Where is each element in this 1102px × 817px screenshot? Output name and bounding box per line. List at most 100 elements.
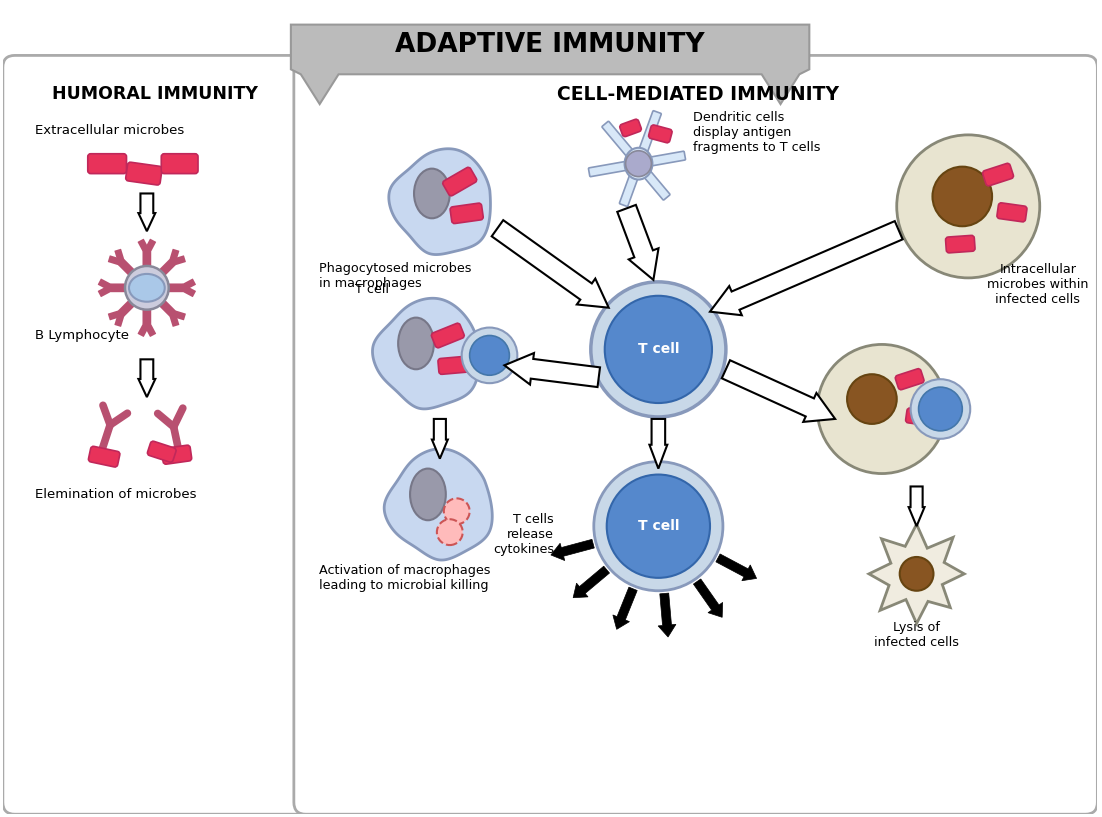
FancyBboxPatch shape [437,356,469,374]
FancyBboxPatch shape [619,162,642,207]
Text: Lysis of
infected cells: Lysis of infected cells [874,622,959,650]
Polygon shape [372,298,479,408]
FancyBboxPatch shape [169,249,180,264]
Polygon shape [139,194,155,231]
FancyBboxPatch shape [635,111,661,166]
FancyBboxPatch shape [110,283,148,292]
Circle shape [910,379,970,439]
FancyBboxPatch shape [895,368,923,390]
Polygon shape [139,359,155,397]
Polygon shape [649,419,668,469]
FancyBboxPatch shape [649,125,672,143]
FancyBboxPatch shape [161,154,198,173]
FancyBboxPatch shape [118,259,150,292]
FancyBboxPatch shape [637,151,685,168]
Text: CELL-MEDIATED IMMUNITY: CELL-MEDIATED IMMUNITY [558,85,839,104]
FancyBboxPatch shape [143,284,175,316]
FancyBboxPatch shape [88,446,120,467]
Text: Elemination of microbes: Elemination of microbes [34,488,196,501]
Polygon shape [716,554,757,581]
Ellipse shape [129,274,164,301]
Circle shape [897,135,1040,278]
FancyBboxPatch shape [108,310,123,320]
Text: Intracellular
microbes within
infected cells: Intracellular microbes within infected c… [987,263,1089,306]
Text: ADAPTIVE IMMUNITY: ADAPTIVE IMMUNITY [396,33,705,59]
FancyBboxPatch shape [443,167,477,196]
Text: HUMORAL IMMUNITY: HUMORAL IMMUNITY [52,85,258,103]
Polygon shape [909,486,925,526]
Polygon shape [722,360,835,422]
FancyBboxPatch shape [635,160,670,200]
Circle shape [932,167,992,226]
FancyBboxPatch shape [142,287,151,324]
FancyBboxPatch shape [98,284,114,297]
FancyBboxPatch shape [115,312,125,327]
FancyBboxPatch shape [138,322,150,337]
Circle shape [594,462,723,591]
Text: T cells
release
cytokines: T cells release cytokines [493,512,554,556]
Circle shape [919,387,962,431]
Circle shape [444,498,469,525]
FancyBboxPatch shape [431,324,464,348]
Circle shape [469,336,509,375]
Polygon shape [491,220,608,308]
FancyBboxPatch shape [588,159,640,176]
Polygon shape [389,149,490,255]
Text: Extracellular microbes: Extracellular microbes [34,124,184,137]
Polygon shape [710,221,903,315]
FancyBboxPatch shape [997,203,1027,222]
Ellipse shape [410,469,446,520]
Circle shape [847,374,897,424]
FancyBboxPatch shape [98,279,114,291]
Polygon shape [551,539,594,560]
Polygon shape [573,566,609,598]
Ellipse shape [398,318,434,369]
FancyBboxPatch shape [88,154,127,173]
FancyBboxPatch shape [143,239,156,254]
Circle shape [818,345,947,474]
FancyBboxPatch shape [142,251,151,289]
Polygon shape [868,525,964,623]
Polygon shape [505,353,599,387]
FancyBboxPatch shape [138,239,150,254]
Ellipse shape [414,168,450,218]
FancyBboxPatch shape [983,163,1014,186]
FancyBboxPatch shape [162,445,192,464]
FancyBboxPatch shape [946,235,975,253]
Circle shape [605,296,712,403]
Polygon shape [385,449,493,560]
Circle shape [125,266,169,310]
Text: T cell: T cell [638,342,679,356]
Polygon shape [613,587,637,629]
Polygon shape [617,205,659,280]
FancyBboxPatch shape [143,259,175,292]
FancyBboxPatch shape [3,56,306,815]
Text: Phagocytosed microbes
in macrophages: Phagocytosed microbes in macrophages [318,262,472,290]
FancyBboxPatch shape [181,279,196,291]
FancyBboxPatch shape [450,203,483,224]
FancyBboxPatch shape [181,284,196,297]
Circle shape [436,520,463,545]
FancyBboxPatch shape [115,249,125,264]
Text: Activation of macrophages
leading to microbial killing: Activation of macrophages leading to mic… [318,564,490,592]
Circle shape [626,151,651,176]
FancyBboxPatch shape [148,441,176,462]
Text: T cell: T cell [638,519,679,534]
Text: Dendritic cells
display antigen
fragments to T cells: Dendritic cells display antigen fragment… [693,111,821,154]
FancyBboxPatch shape [169,312,180,327]
FancyBboxPatch shape [294,56,1098,815]
Text: B Lymphocyte: B Lymphocyte [34,329,129,342]
FancyBboxPatch shape [602,122,642,167]
FancyBboxPatch shape [143,322,156,337]
FancyBboxPatch shape [619,119,641,136]
FancyBboxPatch shape [118,284,150,316]
Circle shape [899,557,933,591]
Polygon shape [432,419,447,458]
Circle shape [462,328,517,383]
FancyBboxPatch shape [171,256,186,266]
Polygon shape [693,579,723,618]
Ellipse shape [625,148,652,180]
FancyBboxPatch shape [126,163,162,185]
FancyBboxPatch shape [171,310,186,320]
Text: T cell: T cell [356,283,389,297]
